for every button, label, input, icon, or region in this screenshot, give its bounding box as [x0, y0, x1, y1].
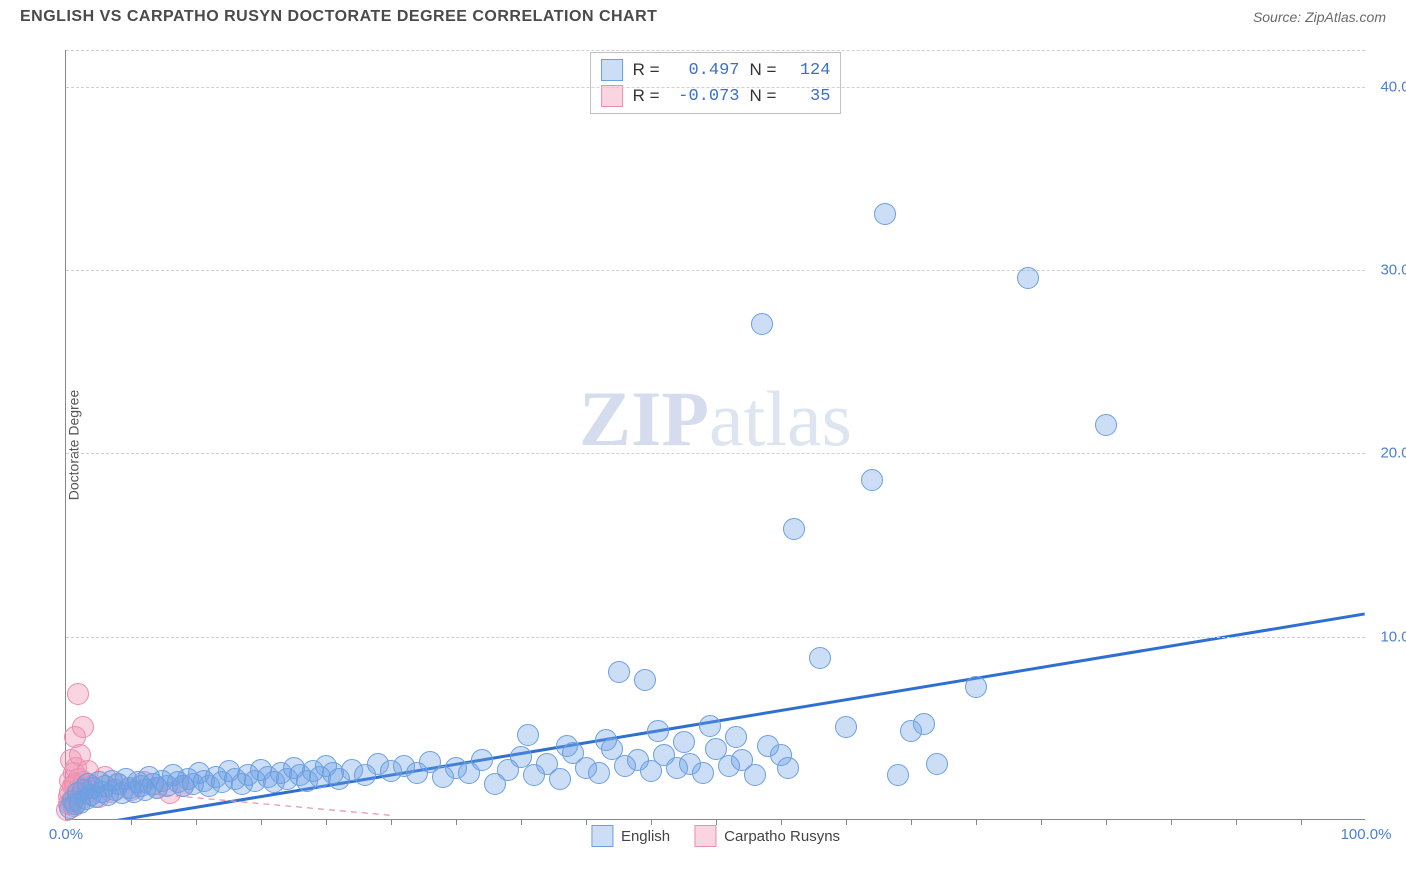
x-tick-mark	[196, 819, 197, 825]
legend-item: English	[591, 825, 670, 847]
chart-title: ENGLISH VS CARPATHO RUSYN DOCTORATE DEGR…	[20, 8, 657, 26]
chart-container: Doctorate Degree ZIPatlas R =0.497N =124…	[20, 40, 1386, 850]
scatter-point	[777, 757, 799, 779]
stat-r-label: R =	[633, 86, 660, 106]
x-tick-mark	[846, 819, 847, 825]
scatter-point	[588, 762, 610, 784]
trend-lines	[66, 50, 1365, 819]
legend-label: English	[621, 828, 670, 845]
chart-header: ENGLISH VS CARPATHO RUSYN DOCTORATE DEGR…	[0, 0, 1406, 30]
scatter-point	[861, 469, 883, 491]
x-tick-mark	[1236, 819, 1237, 825]
legend-swatch	[694, 825, 716, 847]
scatter-point	[835, 716, 857, 738]
x-tick-label: 100.0%	[1341, 826, 1392, 843]
x-tick-mark	[651, 819, 652, 825]
x-tick-mark	[911, 819, 912, 825]
scatter-point	[647, 720, 669, 742]
stat-r-value: -0.073	[670, 87, 740, 106]
scatter-point	[887, 764, 909, 786]
stat-n-label: N =	[750, 60, 777, 80]
x-tick-mark	[781, 819, 782, 825]
x-tick-mark	[261, 819, 262, 825]
stats-row: R = 0.497 N = 124	[601, 57, 831, 83]
chart-source: Source: ZipAtlas.com	[1253, 9, 1386, 25]
y-tick-label: 10.0%	[1380, 628, 1406, 645]
scatter-point	[634, 669, 656, 691]
stat-n-label: N =	[750, 86, 777, 106]
scatter-point	[1017, 267, 1039, 289]
legend-item: Carpatho Rusyns	[694, 825, 840, 847]
scatter-point	[67, 683, 89, 705]
grid-line	[66, 50, 1365, 51]
scatter-point	[692, 762, 714, 784]
scatter-point	[72, 716, 94, 738]
scatter-point	[699, 715, 721, 737]
scatter-point	[874, 203, 896, 225]
x-tick-mark	[326, 819, 327, 825]
grid-line	[66, 270, 1365, 271]
x-tick-mark	[1041, 819, 1042, 825]
legend-swatch	[601, 85, 623, 107]
scatter-point	[926, 753, 948, 775]
legend-swatch	[601, 59, 623, 81]
legend-swatch	[591, 825, 613, 847]
scatter-point	[965, 676, 987, 698]
scatter-point	[725, 726, 747, 748]
scatter-point	[1095, 414, 1117, 436]
grid-line	[66, 87, 1365, 88]
scatter-point	[471, 749, 493, 771]
x-tick-mark	[716, 819, 717, 825]
scatter-point	[549, 768, 571, 790]
x-tick-mark	[1106, 819, 1107, 825]
scatter-point	[608, 661, 630, 683]
scatter-point	[673, 731, 695, 753]
scatter-point	[913, 713, 935, 735]
grid-line	[66, 453, 1365, 454]
grid-line	[66, 637, 1365, 638]
scatter-point	[517, 724, 539, 746]
x-tick-mark	[1301, 819, 1302, 825]
stat-r-value: 0.497	[670, 61, 740, 80]
stat-r-label: R =	[633, 60, 660, 80]
y-tick-label: 40.0%	[1380, 78, 1406, 95]
stat-n-value: 35	[786, 87, 830, 106]
x-tick-mark	[976, 819, 977, 825]
plot-area: ZIPatlas R =0.497N =124R =-0.073N =35 En…	[65, 50, 1365, 820]
scatter-point	[744, 764, 766, 786]
scatter-point	[783, 518, 805, 540]
stat-n-value: 124	[786, 61, 830, 80]
x-tick-mark	[586, 819, 587, 825]
watermark: ZIPatlas	[579, 374, 852, 464]
x-tick-mark	[521, 819, 522, 825]
stats-box: R = 0.497 N = 124 R = -0.073 N = 35	[590, 52, 842, 114]
scatter-point	[809, 647, 831, 669]
x-tick-mark	[456, 819, 457, 825]
chart-legend: English Carpatho Rusyns	[591, 825, 840, 847]
x-tick-mark	[391, 819, 392, 825]
scatter-point	[751, 313, 773, 335]
x-tick-label: 0.0%	[49, 826, 83, 843]
y-tick-label: 20.0%	[1380, 445, 1406, 462]
legend-label: Carpatho Rusyns	[724, 828, 840, 845]
x-tick-mark	[131, 819, 132, 825]
y-tick-label: 30.0%	[1380, 262, 1406, 279]
x-tick-mark	[1171, 819, 1172, 825]
